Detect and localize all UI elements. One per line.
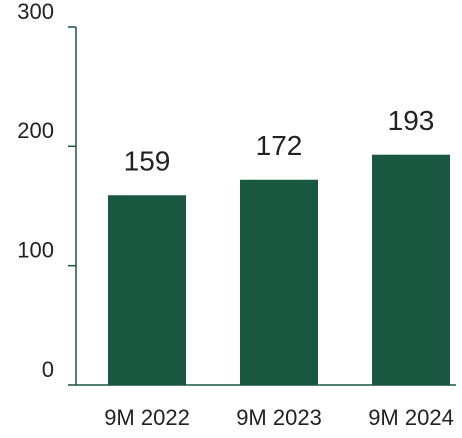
data-label: 159: [124, 146, 171, 177]
y-tick-label: 300: [17, 0, 54, 24]
y-tick-label: 100: [17, 237, 54, 262]
y-tick-label: 200: [17, 118, 54, 143]
x-tick-label: 9M 2023: [236, 405, 322, 430]
data-label: 193: [388, 105, 435, 136]
data-label: 172: [256, 130, 303, 161]
bar: [108, 195, 186, 385]
x-tick-label: 9M 2022: [104, 405, 190, 430]
x-tick-label: 9M 2024: [368, 405, 454, 430]
y-tick-label: 0: [42, 357, 54, 382]
bar: [372, 154, 450, 385]
bar: [240, 179, 318, 385]
